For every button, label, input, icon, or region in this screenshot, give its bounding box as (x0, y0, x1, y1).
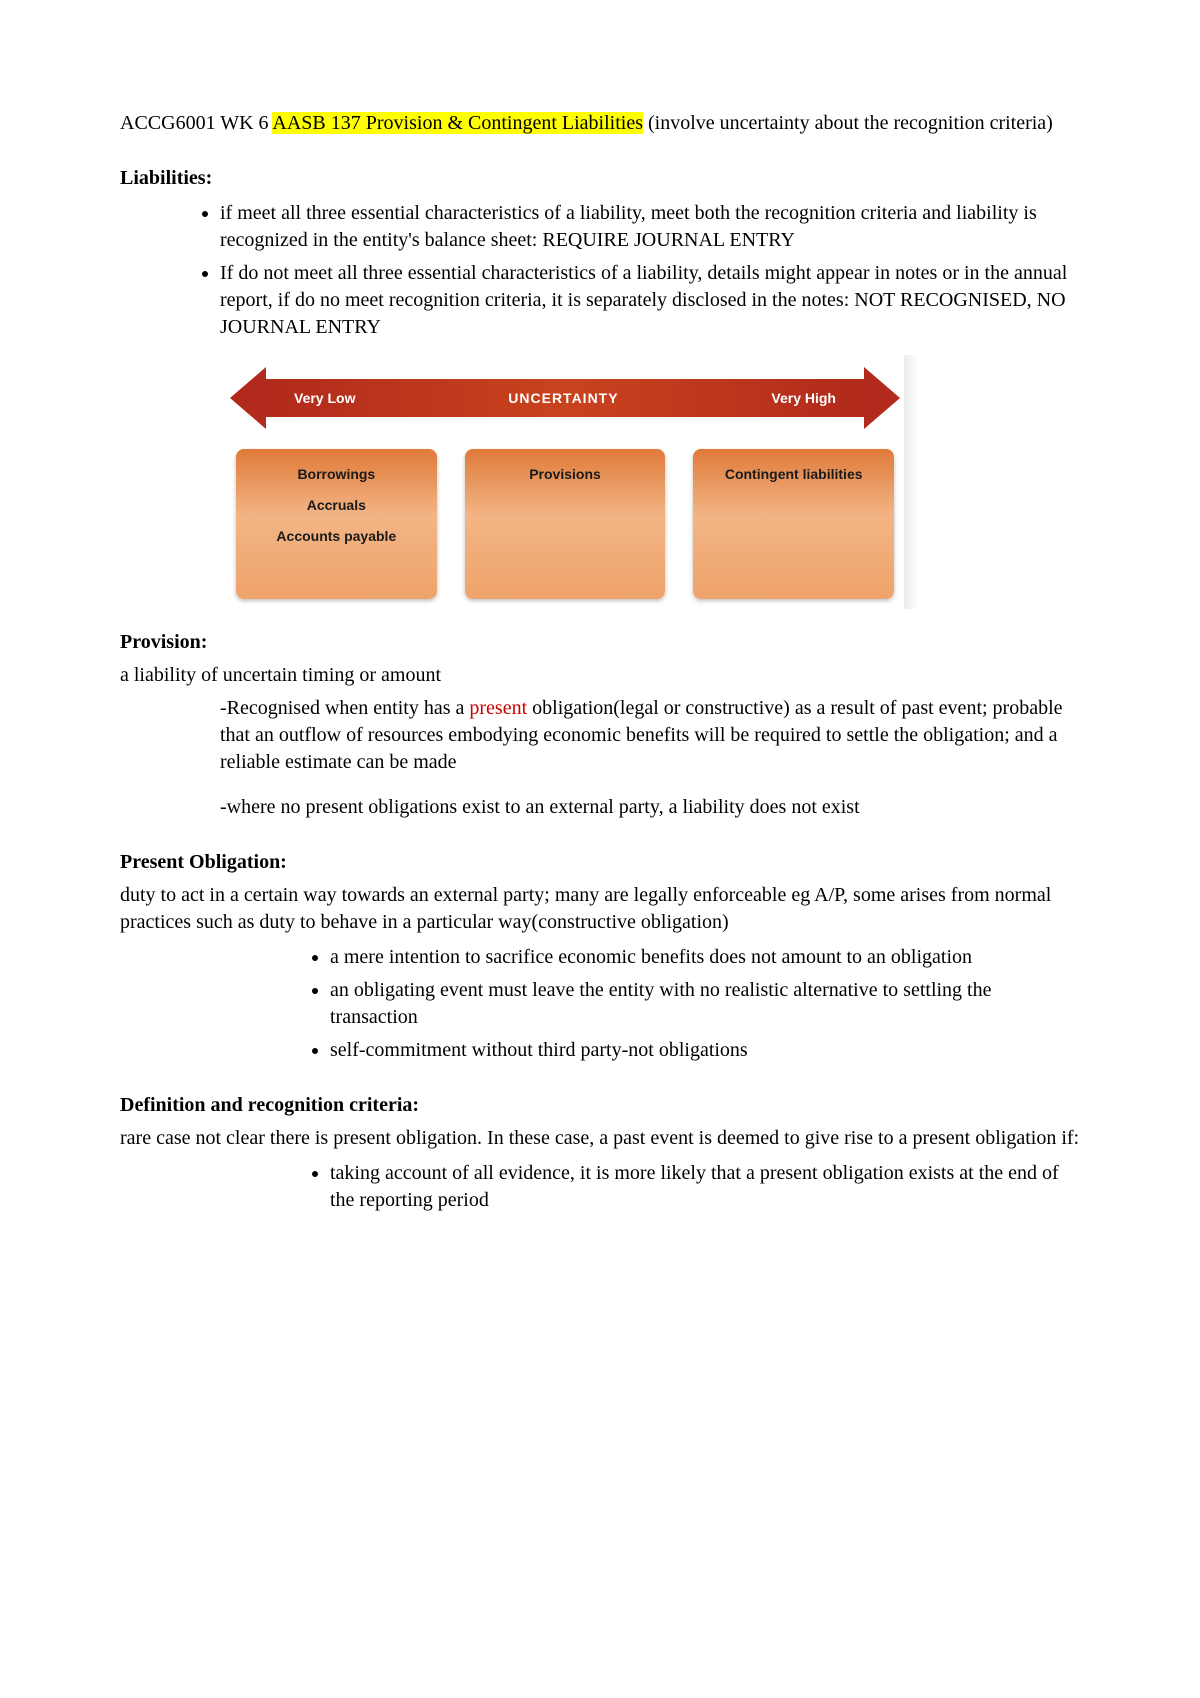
liabilities-heading: Liabilities: (120, 165, 1080, 192)
uncertainty-diagram: Very Low UNCERTAINTY Very High Borrowing… (230, 367, 900, 599)
arrow-right-label: Very High (771, 389, 836, 408)
uncertainty-arrow: Very Low UNCERTAINTY Very High (230, 367, 900, 429)
box-line: Contingent liabilities (725, 465, 863, 484)
provision-lead: a liability of uncertain timing or amoun… (120, 662, 1080, 689)
uncertainty-box-mid: Provisions (465, 449, 666, 599)
box-line: Accounts payable (276, 527, 396, 546)
header-prefix: ACCG6001 WK 6 (120, 112, 272, 134)
arrow-center-label: UNCERTAINTY (355, 389, 771, 408)
arrow-body: Very Low UNCERTAINTY Very High (266, 379, 864, 417)
provision-para1-red: present (469, 697, 527, 719)
uncertainty-box-low: Borrowings Accruals Accounts payable (236, 449, 437, 599)
list-item: self-commitment without third party-not … (330, 1037, 1080, 1064)
provision-para1-pre: -Recognised when entity has a (220, 697, 469, 719)
arrow-right-icon (864, 367, 900, 429)
definition-lead: rare case not clear there is present obl… (120, 1125, 1080, 1152)
list-item: taking account of all evidence, it is mo… (330, 1160, 1080, 1214)
box-line: Borrowings (297, 465, 375, 484)
box-line: Accruals (307, 496, 366, 515)
uncertainty-boxes: Borrowings Accruals Accounts payable Pro… (230, 449, 900, 599)
definition-bullets: taking account of all evidence, it is mo… (120, 1160, 1080, 1214)
provision-para2: -where no present obligations exist to a… (120, 794, 1080, 821)
present-obligation-heading: Present Obligation: (120, 849, 1080, 876)
box-line: Provisions (529, 465, 601, 484)
list-item: an obligating event must leave the entit… (330, 977, 1080, 1031)
uncertainty-box-high: Contingent liabilities (693, 449, 894, 599)
diagram-shadow (904, 355, 918, 609)
arrow-left-icon (230, 367, 266, 429)
present-obligation-lead: duty to act in a certain way towards an … (120, 882, 1080, 936)
header-highlight: AASB 137 Provision & Contingent Liabilit… (272, 112, 643, 134)
page-header: ACCG6001 WK 6 AASB 137 Provision & Conti… (120, 110, 1080, 137)
provision-heading: Provision: (120, 629, 1080, 656)
provision-para1: -Recognised when entity has a present ob… (120, 695, 1080, 776)
list-item: if meet all three essential characterist… (220, 200, 1080, 254)
arrow-left-label: Very Low (294, 389, 355, 408)
liabilities-bullets: if meet all three essential characterist… (120, 200, 1080, 341)
list-item: a mere intention to sacrifice economic b… (330, 944, 1080, 971)
present-obligation-bullets: a mere intention to sacrifice economic b… (120, 944, 1080, 1064)
list-item: If do not meet all three essential chara… (220, 260, 1080, 341)
header-suffix: (involve uncertainty about the recogniti… (643, 112, 1053, 134)
definition-heading: Definition and recognition criteria: (120, 1092, 1080, 1119)
